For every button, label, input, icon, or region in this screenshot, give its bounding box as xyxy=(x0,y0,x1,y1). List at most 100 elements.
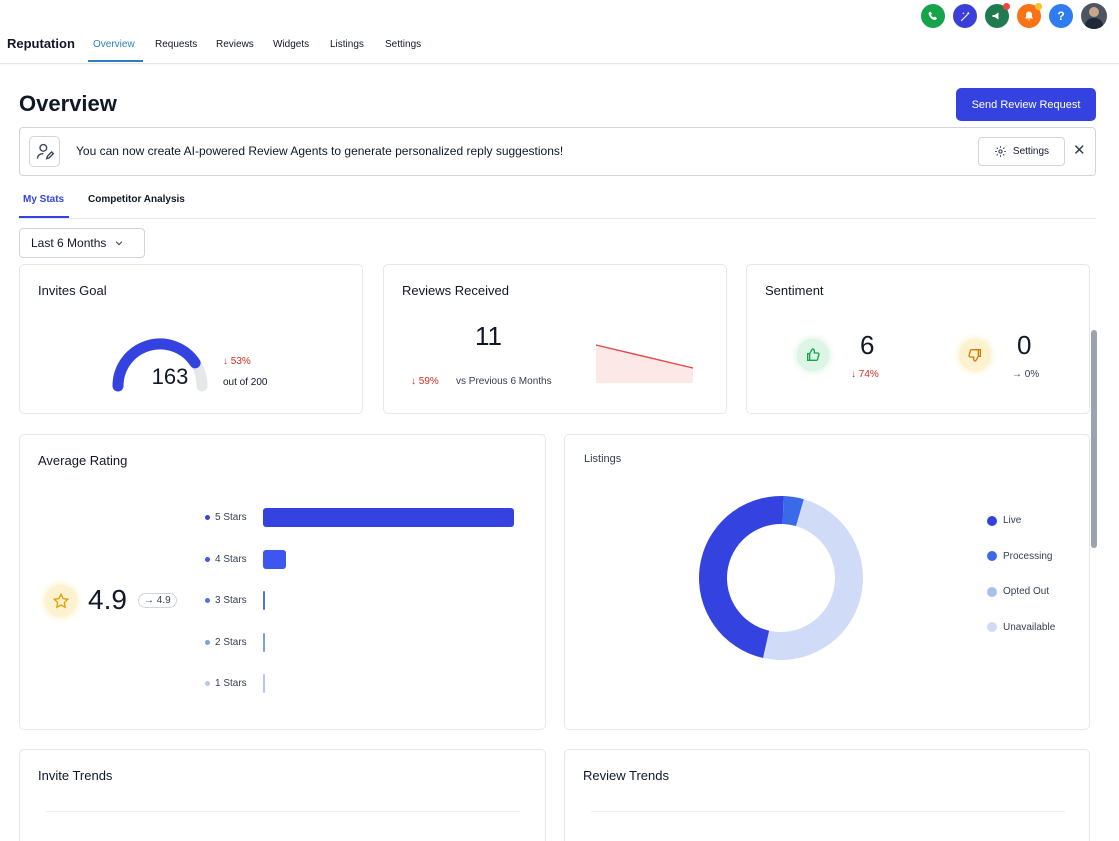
donut-slice[interactable] xyxy=(763,499,864,660)
stats-tabs: My Stats Competitor Analysis xyxy=(19,188,1096,219)
legend-label: Processing xyxy=(1003,550,1053,562)
legend-dot xyxy=(205,556,210,562)
main-nav: Reputation Overview Requests Reviews Wid… xyxy=(0,28,1119,64)
tab-competitor-analysis[interactable]: Competitor Analysis xyxy=(88,194,185,205)
rating-bar-label-text: 1 Stars xyxy=(215,678,247,689)
reviews-received-compare: vs Previous 6 Months xyxy=(456,376,552,387)
rating-bar[interactable] xyxy=(263,674,265,693)
rating-bar-label: 2 Stars xyxy=(205,637,247,648)
tab-requests[interactable]: Requests xyxy=(155,39,198,50)
date-range-select[interactable]: Last 6 Months xyxy=(19,228,145,258)
gear-icon xyxy=(995,146,1006,157)
invites-value: 163 xyxy=(151,364,189,389)
sentiment-card: Sentiment 6 ↓ 74% 0 → 0% xyxy=(746,264,1090,414)
help-label: ? xyxy=(1057,9,1065,23)
invites-gauge xyxy=(112,338,208,392)
legend-item[interactable]: Opted Out xyxy=(987,586,1049,597)
bell-icon[interactable] xyxy=(1017,3,1042,28)
rating-bar-label: 1 Stars xyxy=(205,678,247,689)
chart-gridline xyxy=(591,811,1065,812)
rating-bar-label-text: 3 Stars xyxy=(215,595,247,606)
banner-settings-button[interactable]: Settings xyxy=(978,137,1065,166)
rating-bar-label: 4 Stars xyxy=(205,554,247,565)
sentiment-title: Sentiment xyxy=(765,283,824,298)
tab-reviews[interactable]: Reviews xyxy=(216,39,254,50)
legend-dot xyxy=(205,639,210,645)
rating-bar[interactable] xyxy=(263,549,286,569)
active-tab-indicator xyxy=(88,60,143,62)
listings-card: Listings Live Processing Opted Out Unavaila… xyxy=(564,434,1090,730)
legend-dot xyxy=(205,598,210,603)
rating-bar-label-text: 2 Stars xyxy=(215,636,247,648)
phone-icon[interactable] xyxy=(921,4,945,28)
tab-overview[interactable]: Overview xyxy=(93,39,135,50)
review-trends-title: Review Trends xyxy=(583,768,669,783)
legend-label: Unavailable xyxy=(1003,621,1056,633)
reviews-sparkline xyxy=(595,344,694,383)
positive-sentiment-delta: ↓ 74% xyxy=(851,369,879,380)
magic-wand-icon[interactable] xyxy=(953,4,977,28)
legend-dot xyxy=(205,515,210,520)
reviews-received-value: 11 xyxy=(475,321,502,351)
average-rating-value: 4.9 xyxy=(88,584,127,615)
megaphone-icon[interactable] xyxy=(985,3,1010,28)
invites-delta: ↓ 53% xyxy=(223,356,251,367)
invites-goal-title: Invites Goal xyxy=(38,283,107,298)
invites-goal-card: Invites Goal 163 ↓ 53% out of 200 xyxy=(19,264,363,414)
legend-item[interactable]: Processing xyxy=(987,551,1052,562)
average-rating-card: Average Rating 4.9 → 4.9 5 Stars 4 Stars 3… xyxy=(19,434,546,730)
legend-item[interactable]: Unavailable xyxy=(987,622,1055,633)
legend-item[interactable]: Live xyxy=(987,515,1021,526)
app-title: Reputation xyxy=(7,36,75,51)
banner-settings-label: Settings xyxy=(1012,146,1050,157)
star-icon xyxy=(45,585,77,617)
tab-listings[interactable]: Listings xyxy=(330,39,364,50)
legend-dot xyxy=(205,681,210,686)
help-icon[interactable]: ? xyxy=(1049,4,1073,28)
rating-bar-label: 3 Stars xyxy=(205,595,247,606)
chart-gridline xyxy=(46,811,520,812)
legend-label: Live xyxy=(1003,515,1022,526)
date-range-value: Last 6 Months xyxy=(31,236,107,250)
invites-out-of: out of 200 xyxy=(223,377,268,388)
chevron-down-icon xyxy=(116,241,123,246)
active-subtab-indicator xyxy=(19,216,69,218)
top-toolbar: ? xyxy=(921,3,1107,29)
average-rating-title: Average Rating xyxy=(38,453,128,468)
legend-dot xyxy=(987,586,997,597)
average-rating-badge: → 4.9 xyxy=(138,593,177,608)
banner-text: You can now create AI-powered Review Age… xyxy=(76,144,564,158)
legend-label: Opted Out xyxy=(1003,586,1050,597)
invite-trends-card: Invite Trends xyxy=(19,749,546,841)
tab-settings[interactable]: Settings xyxy=(385,39,422,50)
rating-bar[interactable] xyxy=(263,508,514,527)
rating-bar-label-text: 4 Stars xyxy=(215,553,247,565)
avatar[interactable] xyxy=(1081,3,1107,29)
tab-my-stats[interactable]: My Stats xyxy=(23,194,65,205)
listings-title: Listings xyxy=(584,453,622,465)
legend-dot xyxy=(987,515,997,526)
legend-dot xyxy=(987,622,997,632)
review-trends-card: Review Trends xyxy=(564,749,1090,841)
negative-sentiment-value: 0 xyxy=(1017,330,1032,360)
donut-slice[interactable] xyxy=(699,496,784,659)
send-review-request-button[interactable]: Send Review Request xyxy=(956,88,1096,121)
rating-bar[interactable] xyxy=(263,632,265,652)
user-edit-icon xyxy=(29,136,60,167)
page-title: Overview xyxy=(19,91,117,116)
rating-bar[interactable] xyxy=(263,591,265,610)
rating-bar-label-text: 5 Stars xyxy=(215,512,247,523)
tab-widgets[interactable]: Widgets xyxy=(273,39,310,50)
page-scrollbar[interactable] xyxy=(1091,330,1097,548)
close-icon[interactable]: ✕ xyxy=(1073,142,1086,159)
thumbs-up-icon xyxy=(797,339,829,371)
negative-sentiment-delta: → 0% xyxy=(1012,369,1040,380)
notification-dot xyxy=(1035,3,1042,10)
donut-slice[interactable] xyxy=(782,496,804,527)
reviews-received-card: Reviews Received 11 ↓ 59% vs Previous 6 … xyxy=(383,264,727,414)
listings-donut-chart xyxy=(699,496,864,660)
legend-dot xyxy=(987,551,997,561)
positive-sentiment-value: 6 xyxy=(860,330,875,360)
reviews-received-title: Reviews Received xyxy=(402,283,509,298)
rating-bar-label: 5 Stars xyxy=(205,512,247,523)
